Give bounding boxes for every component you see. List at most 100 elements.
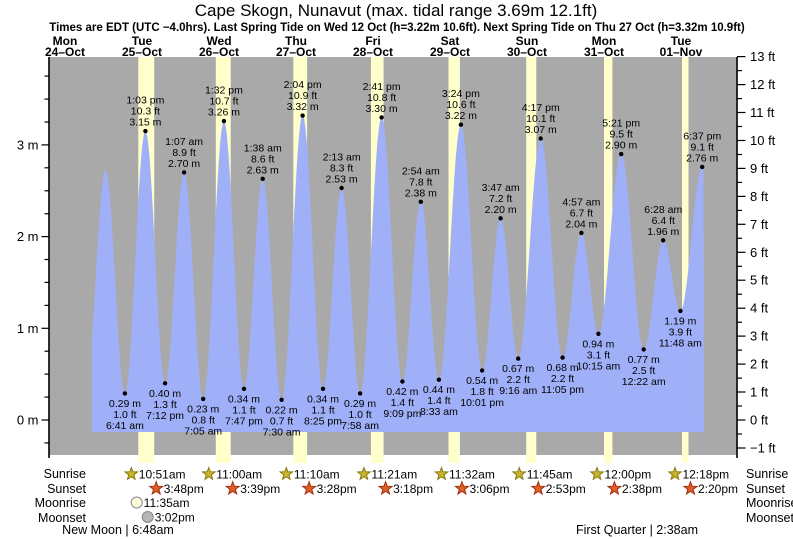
low-tide-label: 10:01 pm [460, 397, 504, 409]
day-of-week-label: Sun [516, 34, 539, 48]
sunrise-icon [667, 466, 683, 481]
sunrise-icon [278, 466, 294, 481]
sunrise-time: 11:21am [371, 468, 417, 482]
high-tide-label: 2.90 m [605, 140, 637, 152]
sunset-time: 2:38pm [622, 482, 662, 496]
low-tide-label: 1.0 ft [348, 409, 371, 421]
low-tide-label: 8:25 pm [304, 415, 342, 427]
low-tide-label: 1.19 m [664, 315, 696, 327]
day-date-label: 29–Oct [430, 45, 470, 59]
high-tide-label: 2:54 am [402, 165, 440, 177]
high-tide-marker [579, 230, 584, 236]
high-tide-label: 3.26 m [208, 107, 240, 119]
sunrise-time: 11:10am [294, 468, 340, 482]
low-tide-label: 12:22 am [622, 376, 666, 388]
daylight-stripe [604, 57, 613, 463]
high-tide-label: 5:21 pm [602, 118, 640, 130]
moonset-row-label-left: Moonset [38, 511, 86, 525]
sunset-time: 2:20pm [698, 482, 738, 496]
low-tide-label: 0.22 m [266, 404, 298, 416]
right-axis-tick-label: 6 ft [750, 245, 768, 260]
sunrise-time: 12:00pm [605, 468, 652, 482]
sunrise-row-label-right: Sunrise [746, 467, 788, 481]
high-tide-label: 2.63 m [247, 164, 279, 176]
high-tide-marker [619, 151, 624, 157]
low-tide-marker [279, 397, 284, 402]
left-axis-tick-label: 2 m [17, 229, 39, 244]
low-tide-label: 0.54 m [466, 375, 498, 387]
high-tide-label: 2.76 m [686, 152, 718, 164]
left-axis-tick-label: 0 m [17, 413, 39, 428]
day-of-week-label: Wed [206, 34, 231, 48]
sunrise-row-label-left: Sunrise [44, 467, 86, 481]
chart-subtitle: Times are EDT (UTC −4.0hrs). Last Spring… [49, 22, 745, 34]
day-date-label: 27–Oct [276, 45, 316, 59]
low-tide-label: 7:12 pm [146, 410, 184, 422]
high-tide-label: 1:07 am [165, 136, 203, 148]
low-tide-label: 2.2 ft [507, 374, 530, 386]
sunset-time: 3:18pm [393, 482, 433, 496]
low-tide-label: 1.4 ft [391, 397, 414, 409]
high-tide-label: 8.6 ft [251, 153, 274, 165]
low-tide-label: 2.5 ft [632, 365, 655, 377]
high-tide-label: 10.1 ft [526, 113, 555, 125]
low-tide-label: 0.44 m [423, 384, 455, 396]
sunset-time: 3:48pm [164, 482, 204, 496]
low-tide-label: 7:05 am [184, 425, 222, 437]
high-tide-label: 2.70 m [168, 158, 200, 170]
high-tide-label: 8.3 ft [330, 162, 353, 174]
high-tide-label: 9.5 ft [609, 129, 632, 141]
low-tide-marker [596, 331, 601, 336]
left-axis-tick-label: 3 m [17, 137, 39, 152]
right-axis-tick-label: 11 ft [750, 105, 775, 120]
high-tide-label: 4:57 am [562, 196, 600, 208]
new-moon-note: New Moon | 6:48am [62, 523, 174, 537]
sunrise-icon [511, 466, 527, 481]
high-tide-marker [418, 199, 423, 204]
high-tide-marker [181, 170, 187, 175]
high-tide-label: 10.8 ft [367, 92, 396, 104]
low-tide-label: 11:05 pm [541, 384, 584, 396]
high-tide-marker [221, 118, 227, 124]
day-date-label: 26–Oct [199, 45, 239, 59]
low-tide-label: 0.68 m [547, 362, 579, 374]
right-axis-tick-label: 12 ft [750, 77, 776, 92]
high-tide-label: 1:32 pm [205, 85, 243, 97]
sunrise-time: 11:45am [527, 468, 573, 482]
sunset-icon [377, 480, 394, 496]
low-tide-label: 1.4 ft [427, 395, 450, 407]
right-axis-tick-label: 8 ft [750, 189, 768, 204]
low-tide-marker [122, 391, 128, 396]
high-tide-label: 2.20 m [485, 204, 517, 216]
day-date-label: 31–Oct [584, 45, 624, 59]
low-tide-label: 0.67 m [502, 363, 534, 375]
low-tide-label: 0.42 m [386, 386, 418, 398]
moonset-row-label-right: Moonset [746, 511, 793, 525]
right-axis-tick-label: 10 ft [750, 133, 776, 148]
low-tide-label: 9:09 pm [383, 408, 421, 420]
high-tide-label: 9.1 ft [691, 141, 714, 153]
low-tide-marker [436, 377, 442, 382]
sunrise-time: 12:18pm [682, 468, 729, 482]
low-tide-marker [641, 347, 646, 352]
low-tide-label: 0.29 m [109, 398, 141, 410]
high-tide-label: 3.32 m [287, 101, 319, 113]
low-tide-label: 1.1 ft [232, 404, 255, 416]
high-tide-label: 1:38 am [244, 142, 282, 154]
high-tide-marker [143, 128, 148, 134]
day-of-week-label: Fri [365, 34, 380, 48]
low-tide-label: 0.29 m [344, 398, 376, 410]
low-tide-label: 0.34 m [228, 393, 260, 405]
high-tide-label: 4:17 pm [522, 102, 560, 114]
low-tide-label: 0.23 m [187, 403, 219, 415]
moonset-time: 3:02pm [155, 511, 195, 525]
low-tide-label: 0.8 ft [192, 414, 215, 426]
sunset-icon [301, 480, 317, 496]
low-tide-label: 1.1 ft [311, 404, 334, 416]
right-axis-tick-label: 0 ft [750, 413, 768, 428]
sunset-icon [148, 480, 165, 496]
sunrise-time: 10:51am [139, 468, 186, 482]
low-tide-label: 8:33 am [420, 406, 458, 418]
sunset-icon [454, 480, 470, 496]
low-tide-label: 2.2 ft [551, 373, 574, 385]
